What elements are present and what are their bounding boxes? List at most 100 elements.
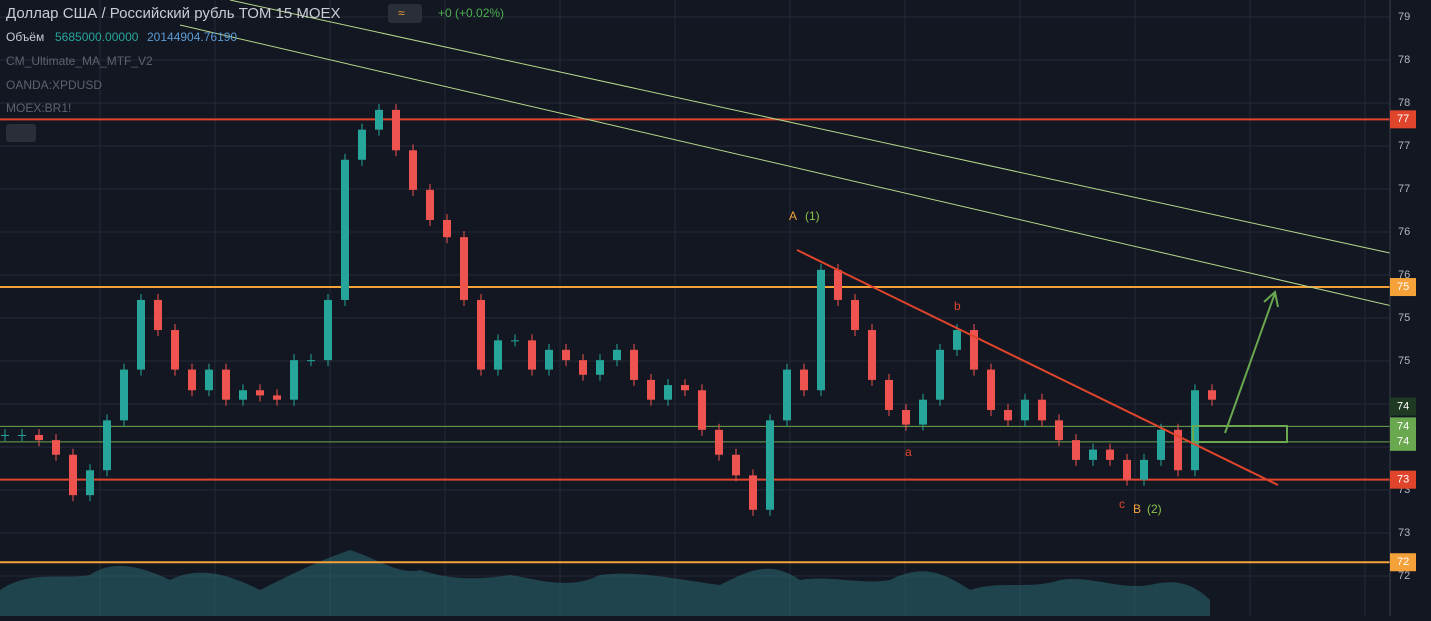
candle [18, 434, 26, 436]
wave-label: a [905, 445, 912, 459]
candle [52, 440, 60, 455]
level-badge [1390, 432, 1416, 451]
candle [1140, 459, 1148, 480]
level-badge-label: 74 [1397, 420, 1409, 432]
price-badge [1390, 397, 1416, 416]
candle [409, 150, 417, 190]
candle [35, 434, 43, 441]
candle [647, 379, 655, 400]
candle [69, 454, 77, 496]
target-box [1192, 425, 1288, 443]
volume-area [0, 550, 1210, 616]
price-tick-label: 78 [1398, 54, 1410, 66]
level-badge-label: 74 [1397, 436, 1409, 448]
candle [511, 340, 519, 342]
wave-label: B [1133, 502, 1141, 516]
price-tick-label: 75 [1398, 312, 1410, 324]
candle [290, 360, 298, 400]
candle [1, 434, 9, 436]
candle [375, 109, 383, 130]
candle [681, 385, 689, 391]
candles [1, 103, 1216, 516]
price-axis [1390, 0, 1431, 616]
candle [715, 429, 723, 455]
candle [698, 390, 706, 430]
candle [545, 349, 553, 370]
compare-button[interactable] [388, 4, 422, 23]
candle [834, 269, 842, 300]
price-change: +0 (+0.02%) [438, 6, 504, 20]
price-tick-label: 77 [1398, 140, 1410, 152]
level-badge [1390, 278, 1416, 297]
candle [1191, 390, 1199, 471]
price-tick-label: 76 [1398, 269, 1410, 281]
level-badge [1390, 417, 1416, 436]
wave-label: b [954, 299, 961, 313]
candle [562, 349, 570, 361]
price-tick-label: 72 [1398, 570, 1410, 582]
level-badge-label: 77 [1397, 113, 1409, 125]
candle [953, 330, 961, 350]
indicator[interactable]: MOEX:BR1! [6, 101, 71, 115]
candle [885, 379, 893, 411]
candle [579, 360, 587, 375]
candle [154, 299, 162, 331]
candle [766, 420, 774, 510]
wave-label: c [1119, 497, 1125, 511]
candle [800, 369, 808, 391]
candle [936, 349, 944, 400]
candle [851, 299, 859, 331]
price-axis-labels: 7978787777767675757474737372777574747372… [1390, 11, 1416, 582]
level-badge-label: 73 [1397, 474, 1409, 486]
candle [239, 390, 247, 400]
candle [426, 189, 434, 220]
levels [0, 118, 1390, 564]
candle [86, 470, 94, 496]
candle [392, 109, 400, 151]
vertical-grid [0, 0, 1390, 616]
price-tick-label: 76 [1398, 226, 1410, 238]
candle [205, 369, 213, 391]
candle [1123, 459, 1131, 480]
candle [1174, 429, 1182, 471]
candle [630, 349, 638, 380]
collapse-button[interactable] [6, 124, 36, 142]
candle [1004, 410, 1012, 421]
price-tick-label: 77 [1398, 183, 1410, 195]
level-badge-label: 72 [1397, 556, 1409, 568]
wave-label: (2) [1147, 502, 1162, 516]
candle [222, 369, 230, 400]
candle [749, 475, 757, 510]
candle [596, 360, 604, 375]
level-badge [1390, 553, 1416, 572]
candle [1055, 420, 1063, 441]
trend-line [796, 249, 1279, 486]
level-badge [1390, 470, 1416, 489]
candle [341, 159, 349, 300]
indicator[interactable]: CM_Ultimate_MA_MTF_V2 [6, 54, 153, 68]
price-tick-label: 79 [1398, 11, 1410, 23]
price-tick-label: 73 [1398, 527, 1410, 539]
trend-line [229, 0, 1431, 263]
candle [970, 330, 978, 370]
candle [1157, 429, 1165, 460]
candle [307, 360, 315, 362]
candle [613, 349, 621, 361]
candle [1106, 449, 1114, 460]
wave-label: A [789, 209, 797, 223]
candle [1072, 440, 1080, 460]
volume-value: 20144904.76190 [147, 30, 237, 44]
candle [477, 299, 485, 370]
arrow [1224, 290, 1279, 434]
candle [103, 420, 111, 471]
candle [1038, 399, 1046, 421]
candle [783, 369, 791, 421]
indicator[interactable]: OANDA:XPDUSD [6, 78, 102, 92]
icon: ≈ [398, 6, 405, 20]
candle [868, 330, 876, 380]
candle [1021, 399, 1029, 421]
candle [443, 219, 451, 238]
candle [902, 410, 910, 425]
candle [528, 340, 536, 370]
